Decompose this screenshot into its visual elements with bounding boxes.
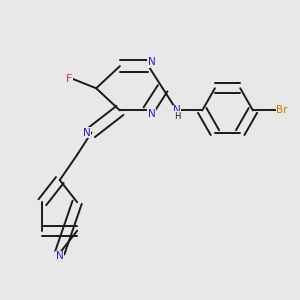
Text: Br: Br (276, 105, 288, 116)
Text: N: N (56, 251, 64, 261)
Text: H: H (174, 112, 180, 121)
Text: N: N (148, 109, 155, 118)
Text: N: N (148, 57, 155, 67)
Text: N: N (83, 128, 91, 138)
Text: N: N (173, 105, 181, 116)
Text: F: F (66, 74, 73, 84)
